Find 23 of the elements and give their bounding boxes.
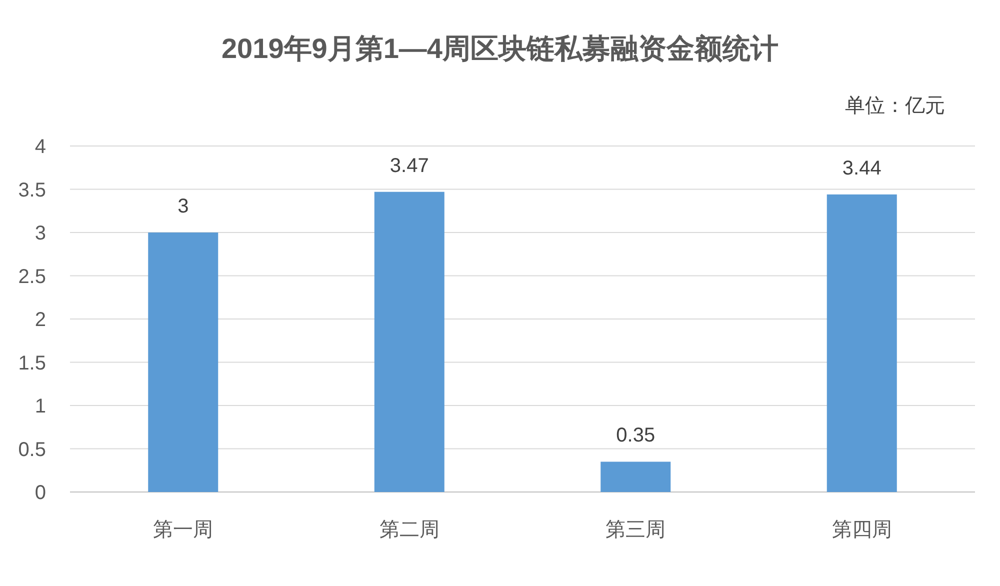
bar <box>826 194 897 492</box>
bar <box>600 462 671 492</box>
x-tick-label: 第四周 <box>832 519 892 541</box>
y-tick-label: 0.5 <box>18 438 46 461</box>
chart-title: 2019年9月第1—4周区块链私募融资金额统计 <box>221 33 779 64</box>
text: 单位：亿元 <box>845 95 945 117</box>
data-label: 0.35 <box>616 424 656 447</box>
y-tick-label: 1.5 <box>18 352 46 374</box>
y-tick-label: 3 <box>34 222 46 244</box>
x-tick-label: 第一周 <box>153 519 214 541</box>
bar <box>148 232 218 492</box>
y-tick-label: 1 <box>34 396 46 418</box>
y-tick-label: 0 <box>34 482 46 504</box>
y-tick-label: 4 <box>34 136 46 158</box>
data-label: 3 <box>178 196 189 218</box>
y-tick-label: 2.5 <box>18 266 46 288</box>
data-label: 3.47 <box>390 154 429 177</box>
bar <box>374 192 444 492</box>
x-tick-label: 第三周 <box>606 519 666 541</box>
y-tick-label: 3.5 <box>18 179 46 202</box>
y-tick-label: 2 <box>34 309 46 331</box>
data-label: 3.44 <box>842 157 882 180</box>
x-tick-label: 第二周 <box>379 519 440 541</box>
